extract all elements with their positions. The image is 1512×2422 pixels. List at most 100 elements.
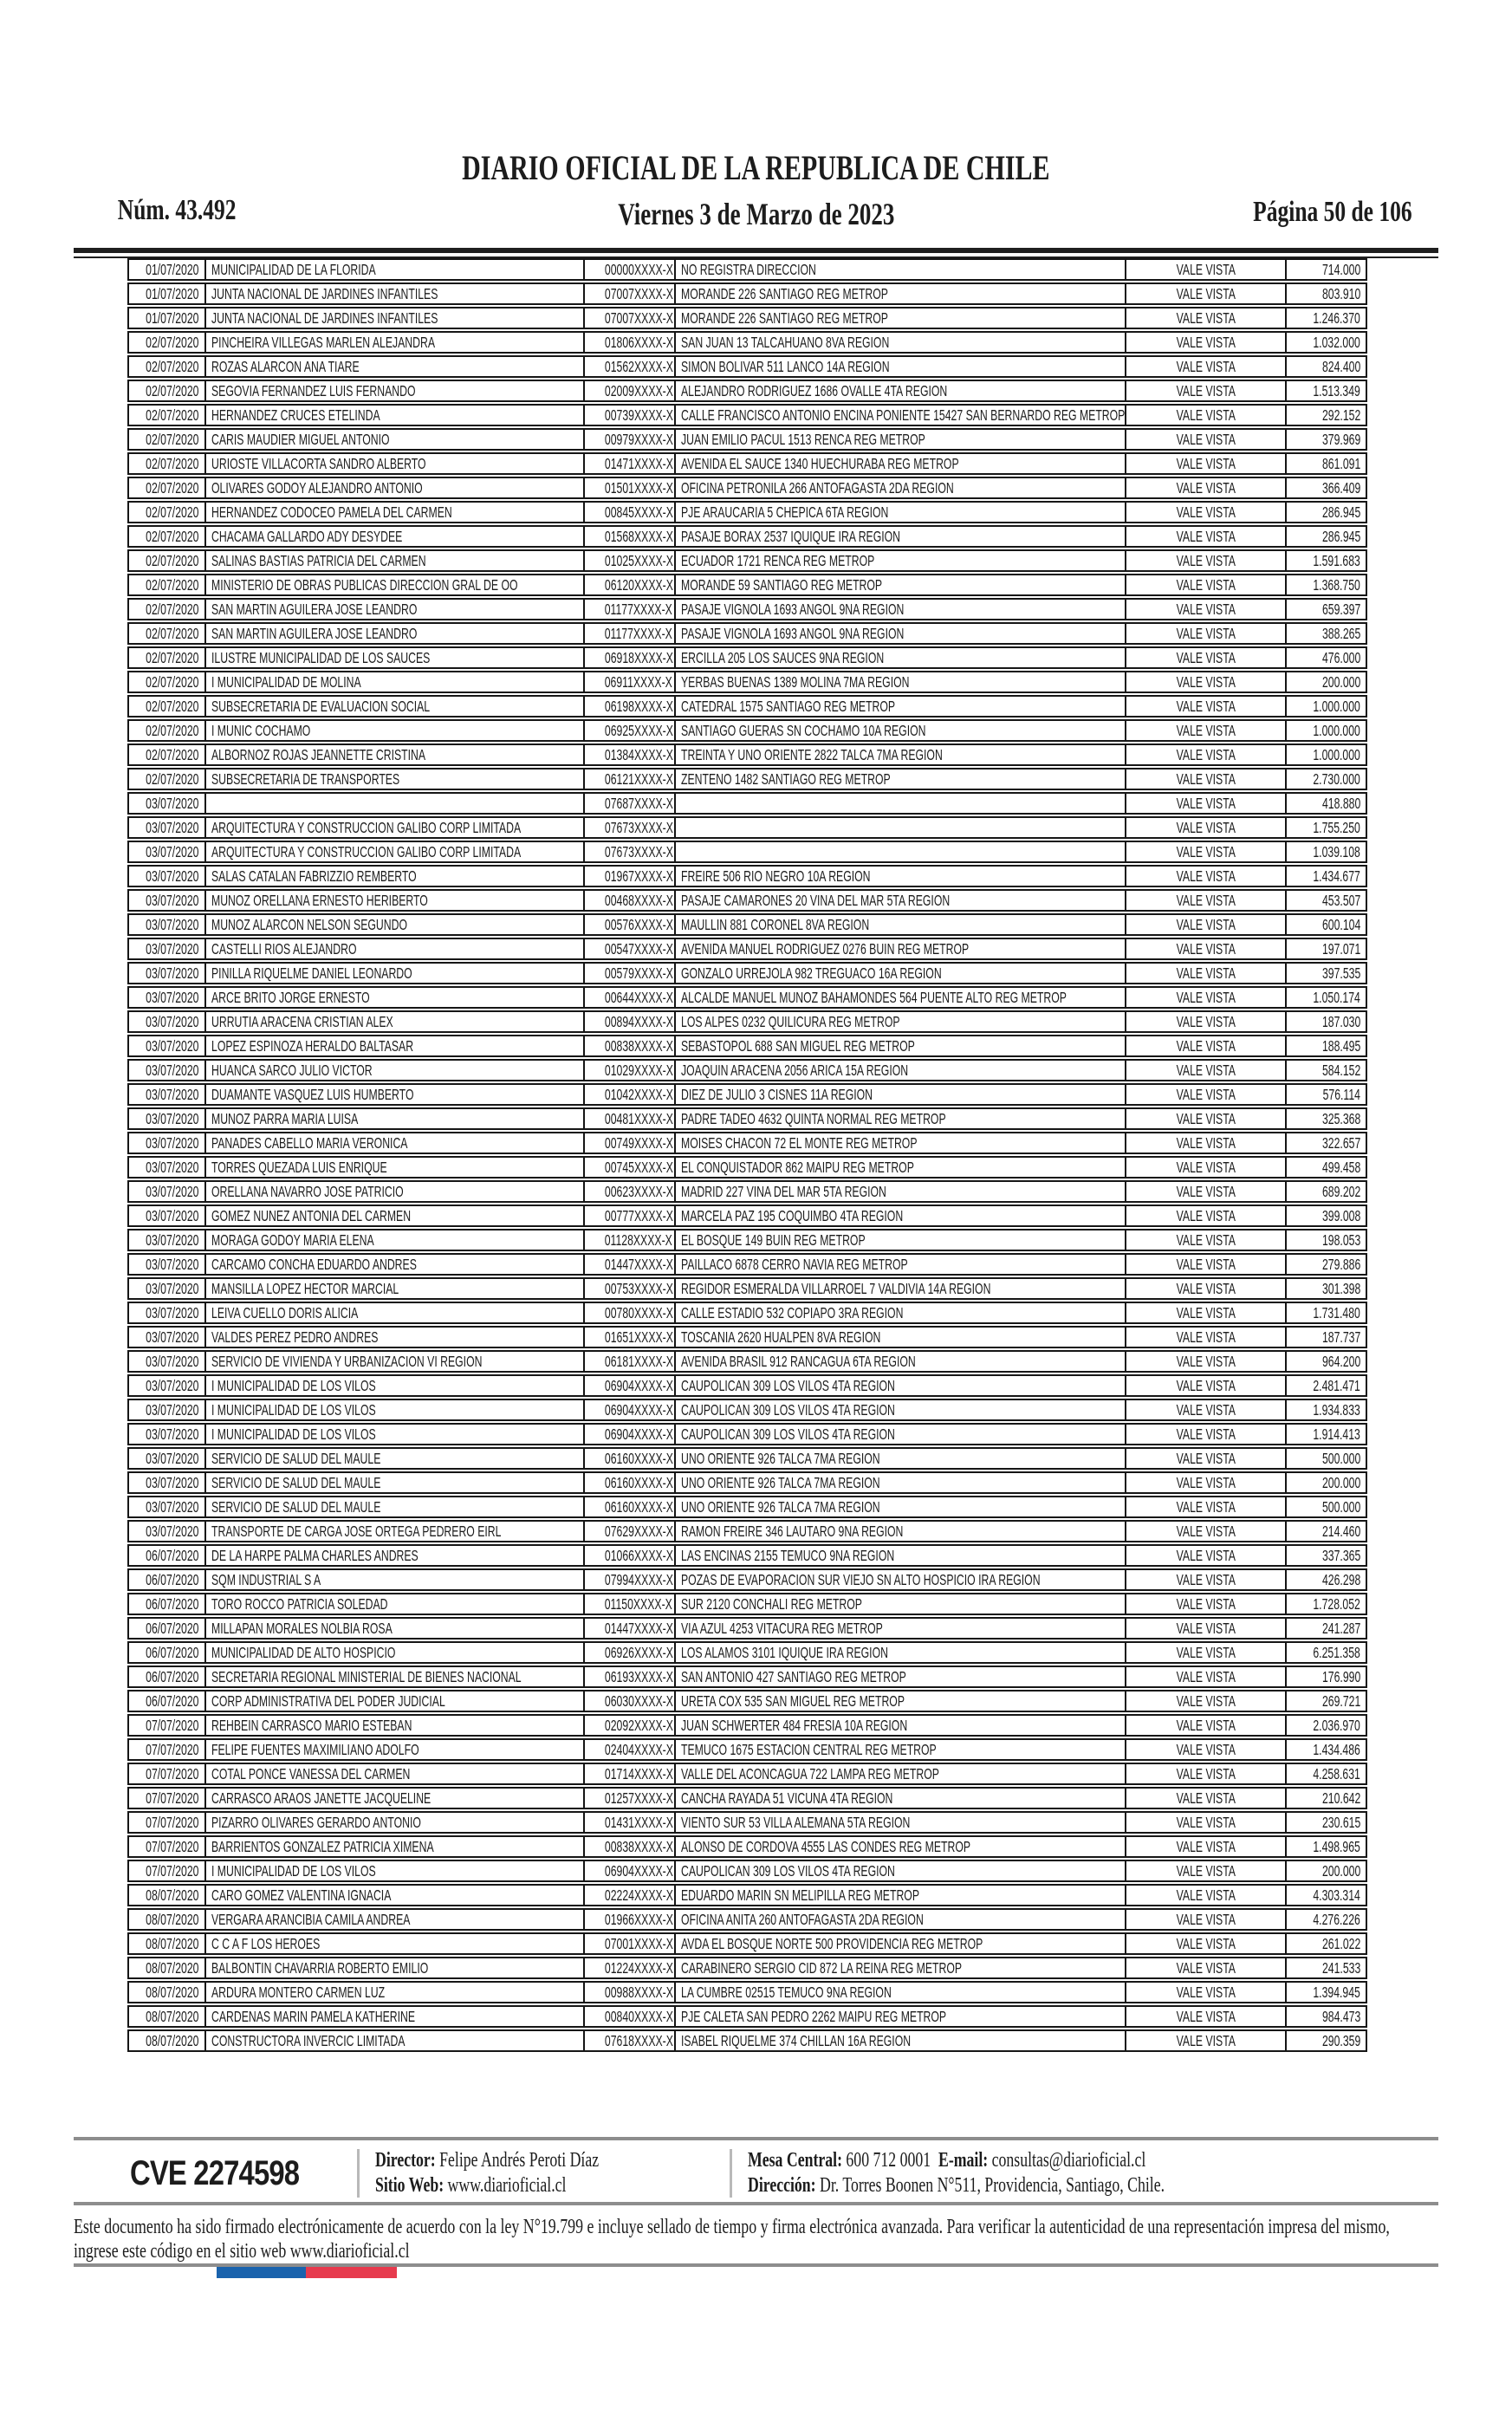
footer-middle-rule <box>74 2202 1438 2205</box>
cell-rut: 06160XXXX-X <box>584 1447 675 1470</box>
cell-address: TREINTA Y UNO ORIENTE 2822 TALCA 7MA REG… <box>675 743 1126 766</box>
footer-separator <box>729 2149 732 2198</box>
cell-amount: 241.287 <box>1286 1617 1367 1640</box>
masthead-title-text: DIARIO OFICIAL DE LA REPUBLICA DE CHILE <box>462 148 1050 187</box>
cell-address: EL BOSQUE 149 BUIN REG METROP <box>675 1229 1126 1251</box>
cell-date: 03/07/2020 <box>127 1253 205 1276</box>
table-row: 02/07/2020 HERNANDEZ CODOCEO PAMELA DEL … <box>127 501 1367 523</box>
cell-amount: 290.359 <box>1286 2029 1367 2052</box>
cell-beneficiary: MANSILLA LOPEZ HECTOR MARCIAL <box>205 1277 584 1300</box>
cell-date: 03/07/2020 <box>127 889 205 912</box>
cell-amount: 453.507 <box>1286 889 1367 912</box>
cell-amount: 6.251.358 <box>1286 1641 1367 1664</box>
table-row: 03/07/2020 MUNOZ PARRA MARIA LUISA 00481… <box>127 1107 1367 1130</box>
cell-beneficiary: CARRASCO ARAOS JANETTE JACQUELINE <box>205 1787 584 1809</box>
cell-date: 02/07/2020 <box>127 671 205 693</box>
cell-rut: 00845XXXX-X <box>584 501 675 523</box>
cell-payment-type: VALE VISTA <box>1126 743 1286 766</box>
cell-rut: 06926XXXX-X <box>584 1641 675 1664</box>
cell-beneficiary: ILUSTRE MUNICIPALIDAD DE LOS SAUCES <box>205 646 584 669</box>
cell-date: 01/07/2020 <box>127 258 205 281</box>
table-row: 03/07/2020 MUNOZ ALARCON NELSON SEGUNDO … <box>127 913 1367 936</box>
cell-address: AVENIDA MANUEL RODRIGUEZ 0276 BUIN REG M… <box>675 938 1126 960</box>
cell-rut: 01384XXXX-X <box>584 743 675 766</box>
cell-address: SAN JUAN 13 TALCAHUANO 8VA REGION <box>675 331 1126 354</box>
cell-beneficiary: ARCE BRITO JORGE ERNESTO <box>205 986 584 1009</box>
cell-rut: 02009XXXX-X <box>584 380 675 402</box>
table-row: 03/07/2020 SERVICIO DE SALUD DEL MAULE 0… <box>127 1471 1367 1494</box>
cell-rut: 07629XXXX-X <box>584 1520 675 1542</box>
table-row: 08/07/2020 CONSTRUCTORA INVERCIC LIMITAD… <box>127 2029 1367 2052</box>
cell-rut: 00838XXXX-X <box>584 1035 675 1057</box>
cell-rut: 01501XXXX-X <box>584 477 675 499</box>
cell-date: 03/07/2020 <box>127 986 205 1009</box>
table-row: 01/07/2020 JUNTA NACIONAL DE JARDINES IN… <box>127 282 1367 305</box>
cell-address: EDUARDO MARIN SN MELIPILLA REG METROP <box>675 1884 1126 1906</box>
cell-address: CALLE FRANCISCO ANTONIO ENCINA PONIENTE … <box>675 404 1126 426</box>
cell-rut: 00979XXXX-X <box>584 428 675 451</box>
cell-beneficiary: CARCAMO CONCHA EDUARDO ANDRES <box>205 1253 584 1276</box>
cell-address: AVDA EL BOSQUE NORTE 500 PROVIDENCIA REG… <box>675 1932 1126 1955</box>
cell-amount: 4.276.226 <box>1286 1908 1367 1931</box>
cell-address: MARCELA PAZ 195 COQUIMBO 4TA REGION <box>675 1205 1126 1227</box>
footer-top-rule <box>74 2137 1438 2140</box>
cell-beneficiary: SUBSECRETARIA DE EVALUACION SOCIAL <box>205 695 584 718</box>
table-row: 03/07/2020 I MUNICIPALIDAD DE LOS VILOS … <box>127 1374 1367 1397</box>
table-row: 02/07/2020 CARIS MAUDIER MIGUEL ANTONIO … <box>127 428 1367 451</box>
table-row: 03/07/2020 MANSILLA LOPEZ HECTOR MARCIAL… <box>127 1277 1367 1300</box>
cell-rut: 01177XXXX-X <box>584 598 675 620</box>
sitio-web-line: Sitio Web: www.diarioficial.cl <box>375 2174 567 2197</box>
cell-address: AVENIDA BRASIL 912 RANCAGUA 6TA REGION <box>675 1350 1126 1373</box>
cell-amount: 188.495 <box>1286 1035 1367 1057</box>
cell-date: 06/07/2020 <box>127 1690 205 1712</box>
cve-code: CVE 2274598 <box>130 2153 300 2192</box>
cell-payment-type: VALE VISTA <box>1126 841 1286 863</box>
cell-beneficiary: VALDES PEREZ PEDRO ANDRES <box>205 1326 584 1348</box>
cell-rut: 06160XXXX-X <box>584 1471 675 1494</box>
table-row: 07/07/2020 COTAL PONCE VANESSA DEL CARME… <box>127 1763 1367 1785</box>
cell-date: 03/07/2020 <box>127 1083 205 1106</box>
cell-rut: 01066XXXX-X <box>584 1544 675 1567</box>
table-row: 03/07/2020 ARQUITECTURA Y CONSTRUCCION G… <box>127 841 1367 863</box>
cell-payment-type: VALE VISTA <box>1126 1811 1286 1834</box>
cell-beneficiary: I MUNICIPALIDAD DE LOS VILOS <box>205 1374 584 1397</box>
cell-amount: 187.737 <box>1286 1326 1367 1348</box>
cell-beneficiary: MUNOZ PARRA MARIA LUISA <box>205 1107 584 1130</box>
cell-payment-type: VALE VISTA <box>1126 816 1286 839</box>
cell-payment-type: VALE VISTA <box>1126 1302 1286 1324</box>
cell-beneficiary: JUNTA NACIONAL DE JARDINES INFANTILES <box>205 307 584 329</box>
cell-payment-type: VALE VISTA <box>1126 1787 1286 1809</box>
cell-address: MOISES CHACON 72 EL MONTE REG METROP <box>675 1132 1126 1154</box>
cell-rut: 00777XXXX-X <box>584 1205 675 1227</box>
cell-address: ALONSO DE CORDOVA 4555 LAS CONDES REG ME… <box>675 1835 1126 1858</box>
cell-beneficiary: FELIPE FUENTES MAXIMILIANO ADOLFO <box>205 1738 584 1761</box>
cell-address: ALEJANDRO RODRIGUEZ 1686 OVALLE 4TA REGI… <box>675 380 1126 402</box>
cell-payment-type: VALE VISTA <box>1126 889 1286 912</box>
masthead-line2: Núm. 43.492 Viernes 3 de Marzo de 2023 P… <box>0 194 1512 232</box>
cell-rut: 06030XXXX-X <box>584 1690 675 1712</box>
cell-rut: 06160XXXX-X <box>584 1496 675 1518</box>
cell-beneficiary: CHACAMA GALLARDO ADY DESYDEE <box>205 525 584 548</box>
cell-rut: 01967XXXX-X <box>584 865 675 887</box>
cell-amount: 1.591.683 <box>1286 549 1367 572</box>
table-row: 02/07/2020 SALINAS BASTIAS PATRICIA DEL … <box>127 549 1367 572</box>
cell-amount: 689.202 <box>1286 1180 1367 1203</box>
cell-address: SIMON BOLIVAR 511 LANCO 14A REGION <box>675 355 1126 378</box>
cell-date: 02/07/2020 <box>127 477 205 499</box>
director-line: Director: Felipe Andrés Peroti Díaz <box>375 2149 600 2172</box>
cell-rut: 00840XXXX-X <box>584 2005 675 2028</box>
cell-date: 03/07/2020 <box>127 1326 205 1348</box>
cell-rut: 00579XXXX-X <box>584 962 675 984</box>
cell-beneficiary: CASTELLI RIOS ALEJANDRO <box>205 938 584 960</box>
cell-beneficiary: ARQUITECTURA Y CONSTRUCCION GALIBO CORP … <box>205 841 584 863</box>
cell-payment-type: VALE VISTA <box>1126 865 1286 887</box>
cell-payment-type: VALE VISTA <box>1126 1423 1286 1445</box>
cell-amount: 241.533 <box>1286 1957 1367 1979</box>
cell-amount: 366.409 <box>1286 477 1367 499</box>
cell-address: EL CONQUISTADOR 862 MAIPU REG METROP <box>675 1156 1126 1179</box>
cell-rut: 06193XXXX-X <box>584 1666 675 1688</box>
cell-amount: 176.990 <box>1286 1666 1367 1688</box>
cell-amount: 399.008 <box>1286 1205 1367 1227</box>
issue-number: Núm. 43.492 <box>117 194 237 226</box>
cell-address: FREIRE 506 RIO NEGRO 10A REGION <box>675 865 1126 887</box>
